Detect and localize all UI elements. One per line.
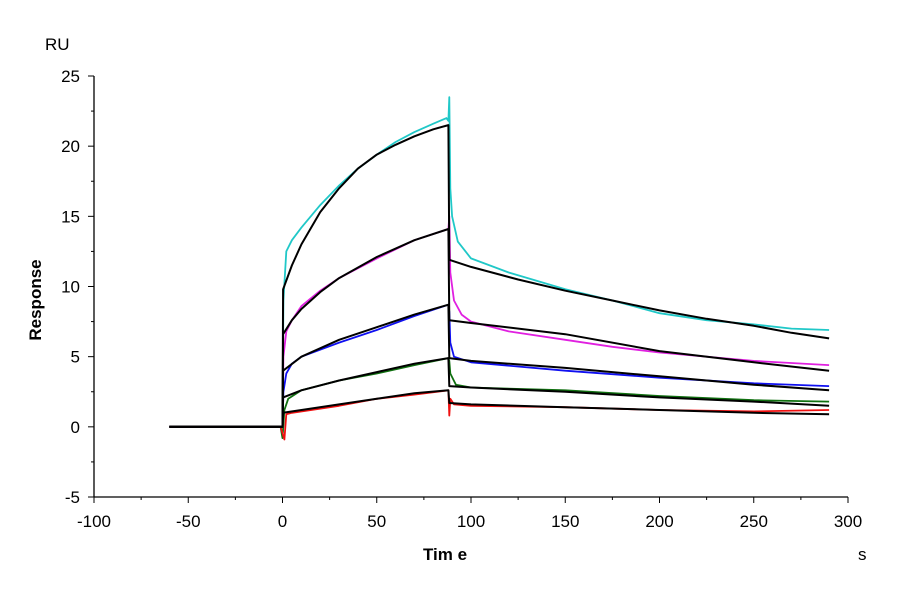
y-tick-label: 10 xyxy=(61,278,80,297)
fit-curve-6 xyxy=(169,228,830,428)
x-unit-label: s xyxy=(858,545,867,564)
x-axis-title: Tim e xyxy=(423,545,467,564)
y-tick-label: 0 xyxy=(71,418,80,437)
fit-curve-7 xyxy=(169,303,830,428)
x-tick-label: 0 xyxy=(278,512,287,531)
x-tick-label: 200 xyxy=(645,512,673,531)
y-tick-label: -5 xyxy=(65,488,80,507)
x-tick-label: 50 xyxy=(367,512,386,531)
x-tick-label: 150 xyxy=(551,512,579,531)
fit-curve-9 xyxy=(169,389,830,428)
y-tick-label: 25 xyxy=(61,67,80,86)
x-tick-label: 300 xyxy=(834,512,862,531)
measured-curve-4 xyxy=(169,389,830,441)
y-tick-label: 5 xyxy=(71,348,80,367)
fit-curve-5 xyxy=(169,124,830,428)
x-tick-label: 100 xyxy=(457,512,485,531)
fit-curve-8 xyxy=(169,357,830,428)
x-tick-label: -100 xyxy=(77,512,111,531)
y-tick-label: 20 xyxy=(61,137,80,156)
x-tick-label: -50 xyxy=(176,512,201,531)
y-axis-title: Response xyxy=(26,259,45,340)
x-tick-label: 250 xyxy=(740,512,768,531)
measured-curve-0 xyxy=(169,96,830,428)
y-unit-label: RU xyxy=(45,35,70,54)
series-group xyxy=(169,96,830,441)
y-tick-label: 15 xyxy=(61,207,80,226)
